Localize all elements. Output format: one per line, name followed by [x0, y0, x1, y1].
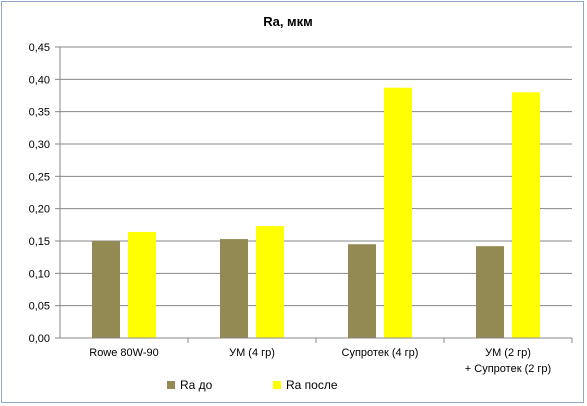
legend-label: Ra после — [286, 378, 338, 392]
legend-swatch — [273, 381, 281, 389]
x-tick-label: Супротек (4 гр) — [342, 347, 419, 359]
bar-ra-after — [384, 87, 412, 339]
bar-ra-before — [476, 246, 504, 338]
y-tick-label: 0,45 — [29, 42, 50, 54]
y-tick-label: 0,00 — [29, 333, 50, 345]
x-tick-label: УМ (4 гр) — [229, 347, 275, 359]
y-tick-label: 0,30 — [29, 139, 50, 151]
bar-ra-before — [348, 244, 376, 338]
axes: 0,00 0,05 0,10 0,15 0,20 0,25 0,30 0,35 0,40 0,45… — [29, 42, 573, 375]
bar-ra-before — [220, 239, 248, 338]
bar-ra-after — [512, 92, 540, 339]
x-tick-label: + Супротек (2 гр) — [465, 363, 551, 375]
x-tick-label: Rowe 80W-90 — [89, 347, 159, 359]
chart-title: Ra, мкм — [263, 14, 313, 29]
bar-ra-after — [256, 226, 284, 338]
y-tick-label: 0,40 — [29, 74, 50, 86]
legend-label: Ra до — [180, 378, 213, 392]
y-tick-label: 0,20 — [29, 204, 50, 216]
legend: Ra до Ra после — [167, 378, 338, 392]
bar-ra-before — [92, 241, 120, 338]
y-tick-label: 0,15 — [29, 236, 50, 248]
y-tick-label: 0,10 — [29, 268, 50, 280]
y-tick-label: 0,35 — [29, 107, 50, 119]
bars — [92, 87, 540, 339]
y-tick-label: 0,05 — [29, 301, 50, 313]
legend-swatch — [167, 381, 175, 389]
x-tick-label: УМ (2 гр) — [485, 347, 531, 359]
bar-ra-after — [128, 231, 156, 338]
y-tick-label: 0,25 — [29, 171, 50, 183]
